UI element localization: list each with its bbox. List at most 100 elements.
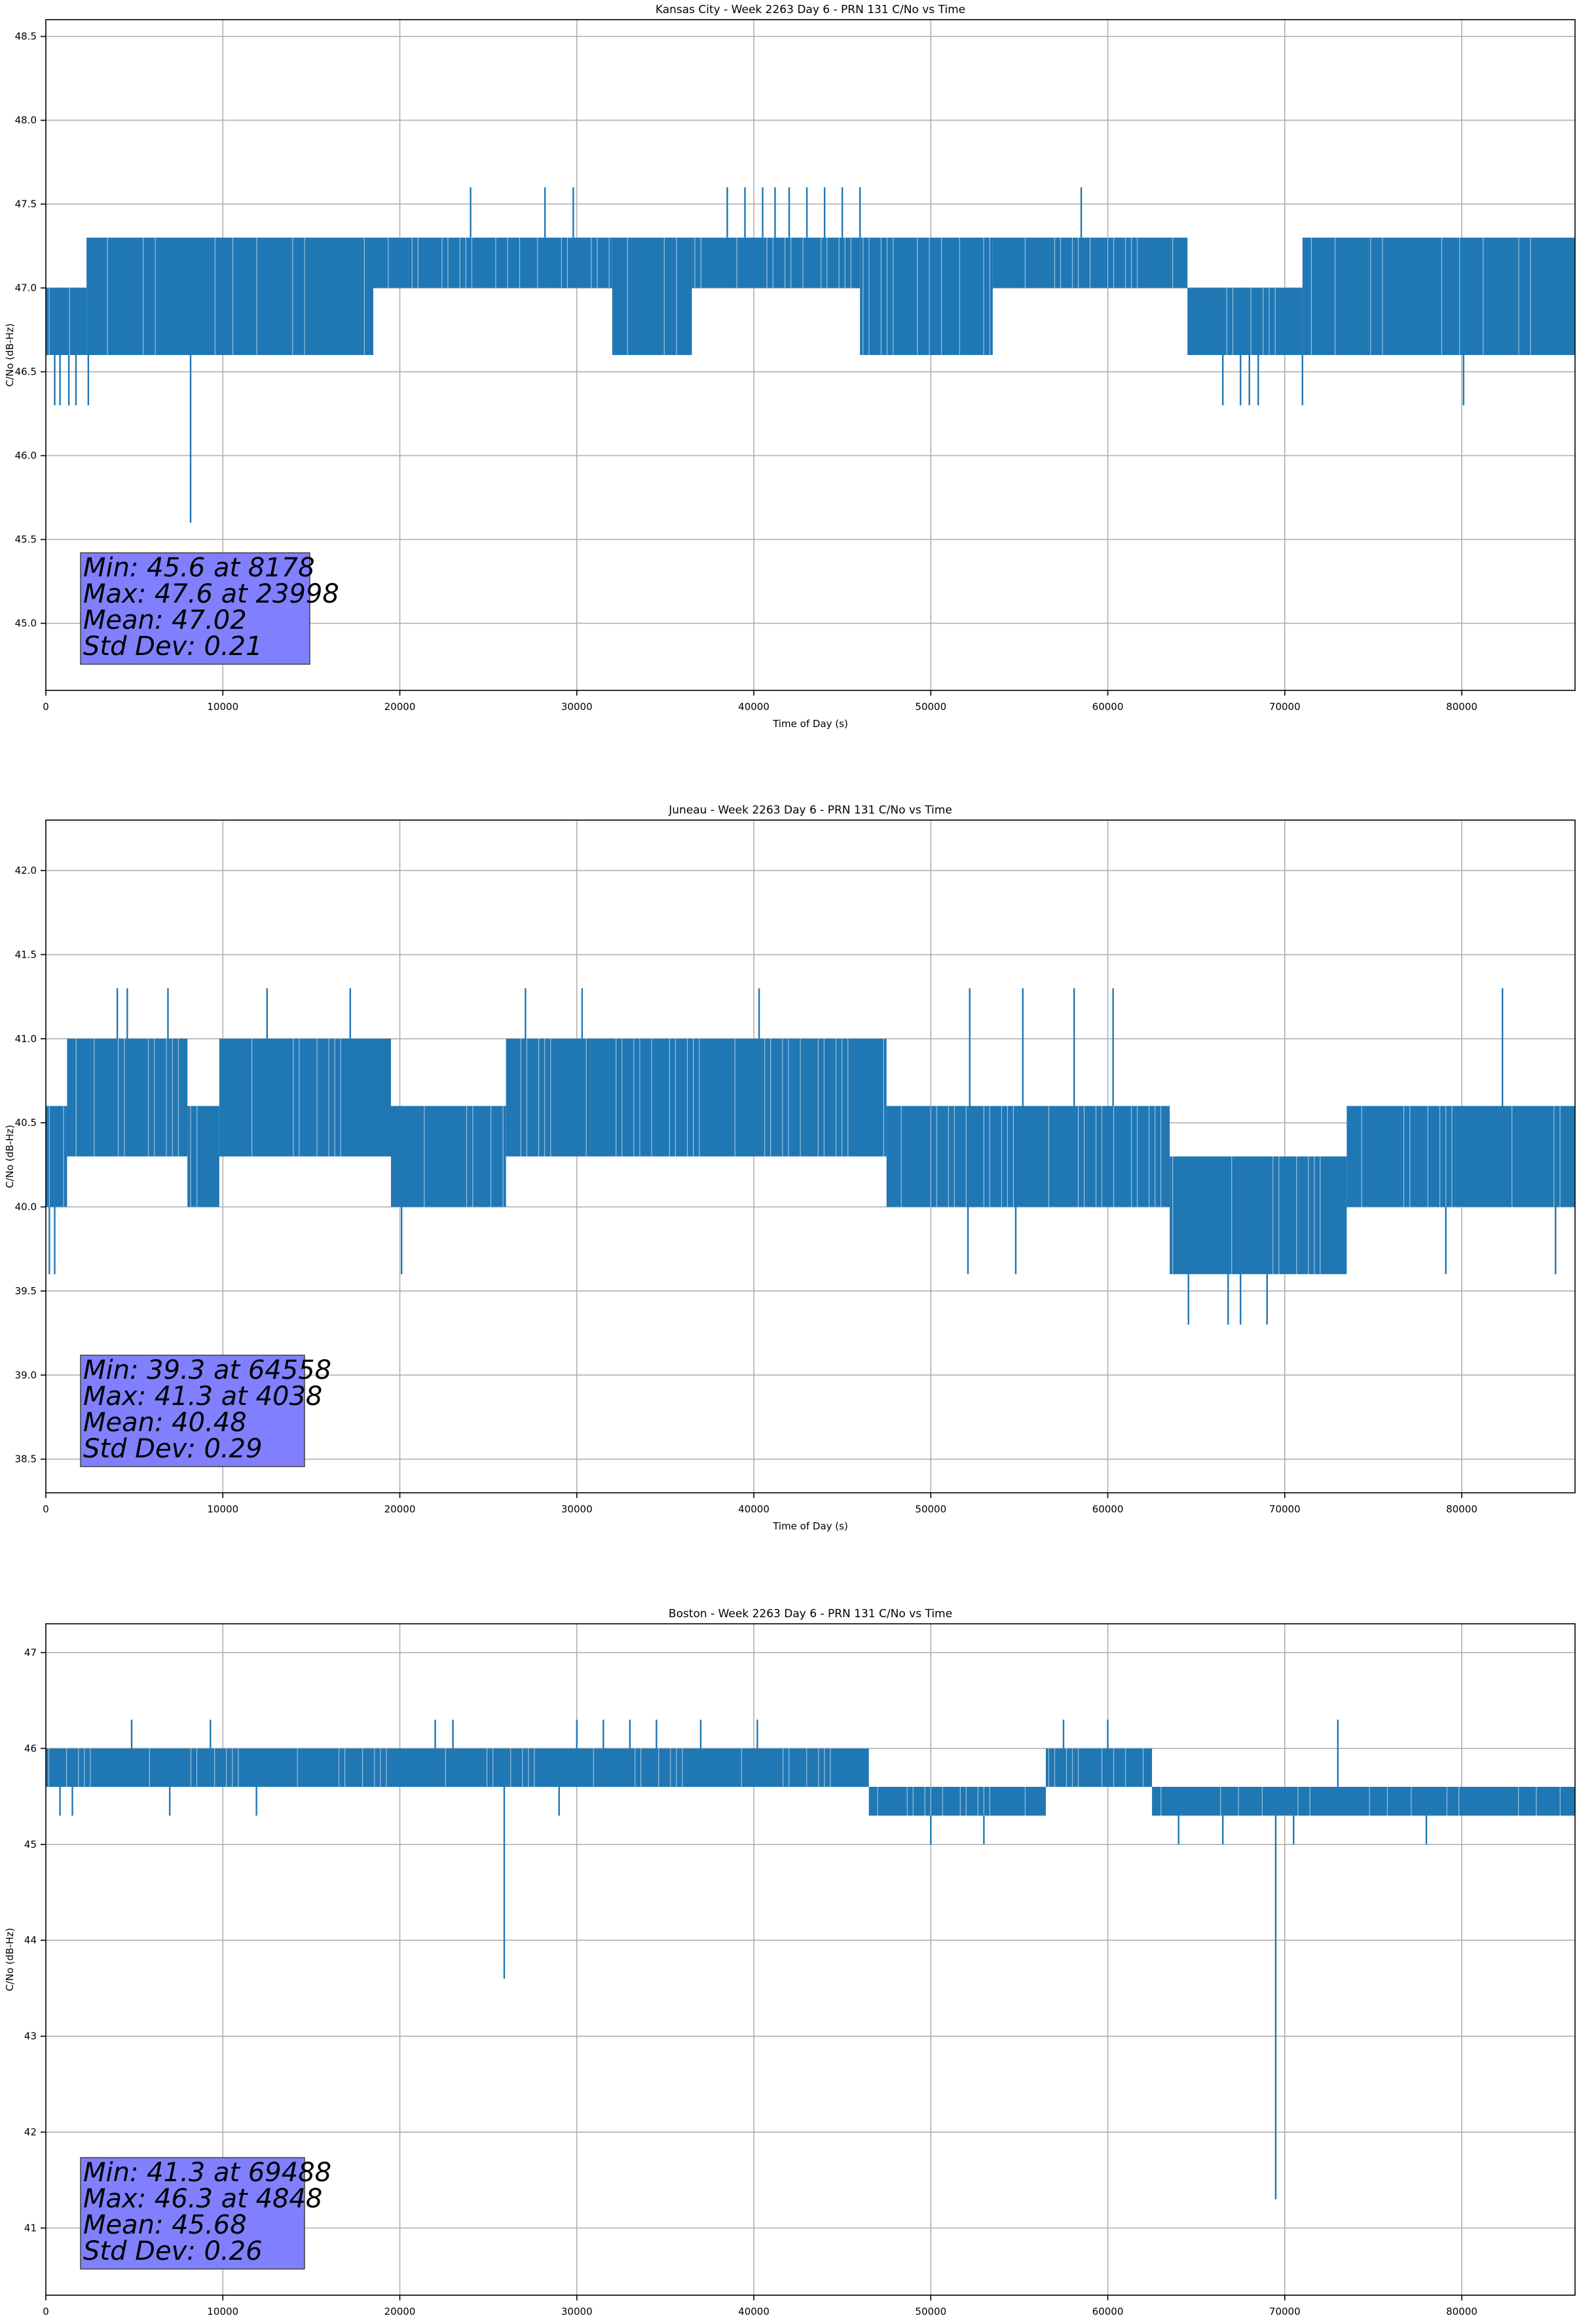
stats-text: Mean: 47.02 [83, 605, 247, 635]
y-tick-label: 40.5 [15, 1117, 37, 1129]
data-band [860, 237, 993, 355]
x-axis-label: Time of Day (s) [772, 718, 848, 730]
stats-text: Std Dev: 0.29 [83, 1434, 263, 1464]
y-tick-label: 48.0 [15, 115, 37, 126]
x-tick-label: 20000 [384, 2306, 416, 2317]
y-tick-label: 45 [24, 1839, 37, 1850]
y-axis-label: C/No (dB-Hz) [4, 324, 16, 387]
y-tick-label: 39.0 [15, 1369, 37, 1381]
data-band [1187, 288, 1303, 355]
x-tick-label: 20000 [384, 1503, 416, 1515]
x-tick-label: 10000 [207, 2306, 238, 2317]
stats-text: Min: 41.3 at 69488 [83, 2158, 331, 2188]
data-band [67, 1038, 188, 1157]
data-band [886, 1106, 1170, 1207]
x-tick-label: 40000 [738, 701, 770, 713]
y-tick-label: 43 [24, 2031, 37, 2042]
y-tick-label: 46.0 [15, 450, 37, 462]
y-tick-label: 48.5 [15, 31, 37, 43]
x-tick-label: 30000 [561, 1503, 593, 1515]
x-tick-label: 70000 [1269, 701, 1301, 713]
chart-panel: 0 10000 20000 30000 40000 50000 60000 70000 8000… [4, 804, 1576, 1532]
x-tick-label: 10000 [207, 1503, 238, 1515]
chart-panel: 0 10000 20000 30000 40000 50000 60000 70000 8000… [4, 1607, 1576, 2324]
series-line [46, 988, 1575, 1325]
data-band [46, 1748, 869, 1787]
chart-title: Boston - Week 2263 Day 6 - PRN 131 C/No … [669, 1607, 952, 1621]
stats-box [80, 2157, 305, 2270]
y-tick-label: 40.0 [15, 1201, 37, 1213]
x-tick-label: 70000 [1269, 2306, 1301, 2317]
stats-text: Std Dev: 0.26 [83, 2236, 263, 2266]
stats-text: Max: 46.3 at 4848 [83, 2184, 322, 2214]
data-band [1152, 1786, 1575, 1816]
axes-frame [45, 819, 1576, 1493]
data-band [1045, 1748, 1153, 1787]
data-band [187, 1106, 219, 1207]
x-axis-label: Time of Day (s) [772, 2323, 848, 2324]
x-tick-label: 10000 [207, 701, 238, 713]
x-tick-label: 50000 [915, 701, 946, 713]
stats-box [80, 552, 310, 665]
data-band [219, 1038, 391, 1157]
x-tick-label: 80000 [1446, 1503, 1477, 1515]
series-line [46, 1719, 1575, 2200]
y-tick-label: 42.0 [15, 865, 37, 876]
x-tick-label: 0 [43, 2306, 49, 2317]
y-tick-label: 44 [24, 1934, 37, 1946]
x-tick-label: 30000 [561, 2306, 593, 2317]
y-tick-label: 41.0 [15, 1033, 37, 1045]
data-band [86, 237, 373, 355]
stats-text: Max: 47.6 at 23998 [83, 579, 339, 609]
x-tick-label: 60000 [1092, 1503, 1124, 1515]
y-tick-label: 45.5 [15, 534, 37, 546]
stats-text: Min: 45.6 at 8178 [83, 553, 315, 583]
stats-text: Mean: 45.68 [83, 2210, 247, 2240]
x-tick-label: 60000 [1092, 701, 1124, 713]
axes-frame [45, 1623, 1576, 2296]
x-tick-label: 50000 [915, 1503, 946, 1515]
data-band [692, 237, 861, 288]
data-band [1302, 237, 1575, 355]
stats-text: Std Dev: 0.21 [83, 631, 263, 662]
x-tick-label: 20000 [384, 701, 416, 713]
x-tick-label: 60000 [1092, 2306, 1124, 2317]
axes-frame [45, 19, 1576, 691]
y-tick-label: 47 [24, 1647, 37, 1659]
data-band [373, 237, 612, 288]
data-band [390, 1106, 506, 1207]
stats-text: Max: 41.3 at 4038 [83, 1381, 322, 1412]
series-line [46, 187, 1575, 523]
y-tick-label: 46.5 [15, 366, 37, 378]
chart-panel: 0 10000 20000 30000 40000 50000 60000 70000 8000… [4, 3, 1576, 730]
stats-text: Min: 39.3 at 64558 [83, 1355, 331, 1385]
y-axis-label: C/No (dB-Hz) [4, 1125, 16, 1188]
y-tick-label: 45.0 [15, 618, 37, 629]
y-axis-label: C/No (dB-Hz) [4, 1928, 16, 1991]
x-tick-label: 0 [43, 701, 49, 713]
data-band [46, 288, 87, 355]
y-tick-label: 41.5 [15, 948, 37, 960]
x-tick-label: 0 [43, 1503, 49, 1515]
y-tick-label: 42 [24, 2126, 37, 2138]
y-tick-label: 47.5 [15, 198, 37, 210]
y-tick-label: 47.0 [15, 282, 37, 294]
stats-text: Mean: 40.48 [83, 1408, 247, 1438]
x-tick-label: 80000 [1446, 701, 1477, 713]
data-band [1346, 1106, 1575, 1207]
x-tick-label: 40000 [738, 1503, 770, 1515]
stats-box [80, 1355, 305, 1467]
x-tick-label: 30000 [561, 701, 593, 713]
data-band [868, 1786, 1046, 1816]
data-band [506, 1038, 887, 1157]
data-band [612, 237, 692, 355]
x-tick-label: 50000 [915, 2306, 946, 2317]
y-tick-label: 39.5 [15, 1285, 37, 1297]
y-tick-label: 46 [24, 1742, 37, 1754]
chart-title: Kansas City - Week 2263 Day 6 - PRN 131 … [656, 3, 965, 16]
x-tick-label: 80000 [1446, 2306, 1477, 2317]
y-tick-label: 38.5 [15, 1453, 37, 1465]
x-tick-label: 70000 [1269, 1503, 1301, 1515]
data-band [1170, 1156, 1347, 1275]
